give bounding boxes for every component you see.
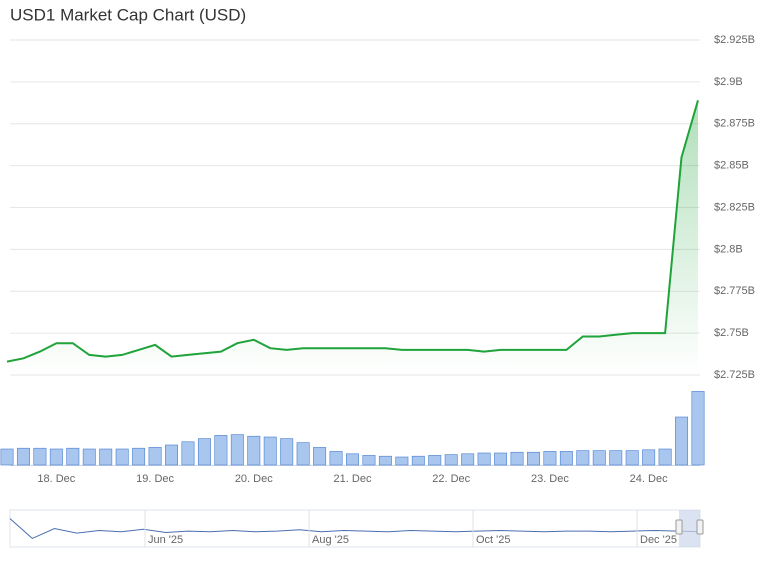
y-tick-label: $2.925B [714, 34, 755, 46]
navigator-line [9, 518, 701, 539]
volume-bar [197, 438, 211, 466]
volume-bar [263, 436, 277, 466]
y-tick-label: $2.75B [714, 327, 749, 339]
x-tick-label: 22. Dec [432, 473, 470, 485]
navigator-label: Dec '25 [640, 534, 677, 546]
y-tick-label: $2.825B [714, 201, 755, 213]
volume-bar [642, 449, 656, 466]
y-tick-label: $2.9B [714, 76, 743, 88]
volume-bar [99, 448, 113, 466]
volume-bar [411, 455, 425, 466]
x-tick-label: 19. Dec [136, 473, 174, 485]
navigator-frame [9, 509, 701, 548]
volume-bar [559, 451, 573, 466]
navigator-handle[interactable] [696, 519, 704, 535]
y-tick-label: $2.8B [714, 243, 743, 255]
x-tick-label: 20. Dec [235, 473, 273, 485]
volume-bar [82, 448, 96, 466]
volume-bar [477, 452, 491, 466]
y-tick-label: $2.725B [714, 369, 755, 381]
volume-bar [395, 456, 409, 466]
volume-bar [576, 450, 590, 466]
volume-bar [247, 435, 261, 466]
volume-bar [691, 391, 705, 466]
volume-bar [280, 438, 294, 466]
volume-bar [362, 455, 376, 466]
volume-bar [609, 450, 623, 466]
volume-bar [494, 452, 508, 466]
volume-bar [115, 448, 129, 466]
x-tick-label: 18. Dec [37, 473, 75, 485]
volume-bar [313, 447, 327, 466]
navigator-label: Oct '25 [476, 534, 511, 546]
volume-bar [181, 441, 195, 466]
x-tick-label: 24. Dec [630, 473, 668, 485]
volume-bar [329, 451, 343, 466]
volume-bar [378, 455, 392, 466]
line [6, 100, 699, 363]
volume-bar [214, 435, 228, 466]
navigator-selection[interactable] [679, 510, 700, 547]
y-tick-label: $2.85B [714, 160, 749, 172]
navigator-label: Jun '25 [148, 534, 183, 546]
volume-bar [510, 451, 524, 466]
volume-bar [592, 450, 606, 466]
volume-bar [675, 416, 689, 466]
area [7, 100, 698, 376]
volume-bar [543, 451, 557, 466]
chart-title: USD1 Market Cap Chart (USD) [10, 5, 246, 24]
volume-bar [49, 448, 63, 466]
volume-bar [428, 455, 442, 466]
volume-bar [165, 444, 178, 466]
volume-bar [66, 447, 80, 466]
volume-bar [148, 447, 162, 466]
volume-bar [658, 448, 672, 466]
volume-bar [625, 450, 639, 466]
y-tick-label: $2.875B [714, 118, 755, 130]
navigator-label: Aug '25 [312, 534, 349, 546]
y-tick-label: $2.775B [714, 285, 755, 297]
volume-bar [527, 451, 540, 466]
x-tick-label: 21. Dec [334, 473, 372, 485]
volume-bar [16, 447, 30, 466]
volume-bar [132, 447, 146, 466]
volume-bar [346, 453, 359, 466]
volume-bar [444, 454, 458, 466]
navigator-handle[interactable] [675, 519, 683, 535]
volume-bar [33, 447, 47, 466]
volume-bar [230, 434, 244, 466]
volume-bar [461, 453, 475, 466]
volume-bar [296, 442, 310, 466]
x-tick-label: 23. Dec [531, 473, 569, 485]
volume-bar [0, 448, 14, 466]
